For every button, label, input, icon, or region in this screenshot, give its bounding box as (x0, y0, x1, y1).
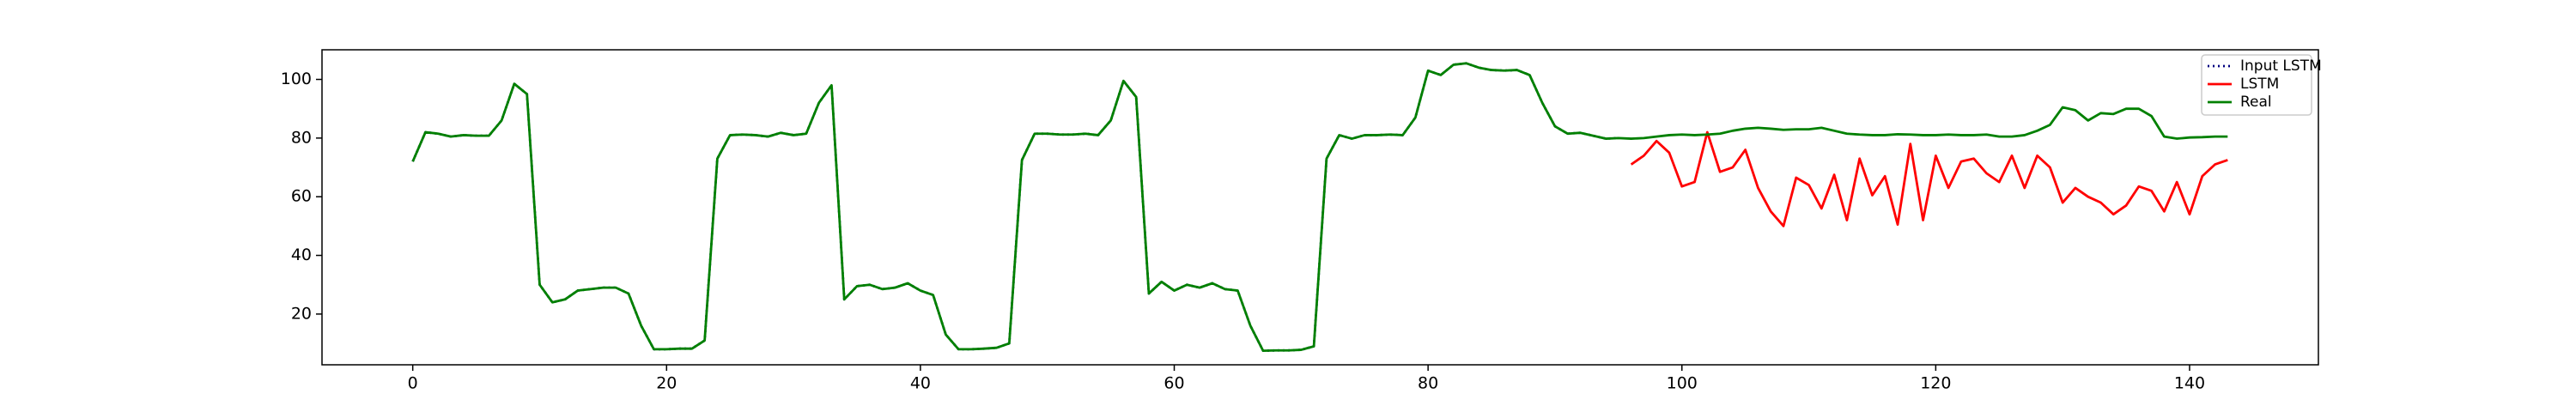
x-tick-label: 20 (656, 374, 677, 393)
y-tick-label: 60 (291, 187, 312, 206)
series-line (1630, 130, 2228, 227)
legend-box (2201, 54, 2312, 116)
x-tick-label: 140 (2174, 374, 2205, 393)
y-tick-label: 40 (291, 245, 312, 264)
axes-frame (321, 49, 2319, 366)
x-tick-label: 100 (1667, 374, 1698, 393)
x-tick-label: 80 (1418, 374, 1438, 393)
legend-label: LSTM (2240, 76, 2279, 93)
x-tick-label: 0 (408, 374, 418, 393)
y-tick-label: 80 (291, 128, 312, 147)
series-line (411, 62, 2228, 352)
y-tick-label: 20 (291, 304, 312, 323)
x-tick-label: 60 (1163, 374, 1184, 393)
legend-label: Real (2240, 94, 2272, 111)
x-tick-label: 40 (910, 374, 931, 393)
plot-area (322, 50, 2318, 365)
y-tick-label: 100 (281, 70, 312, 88)
x-tick-label: 120 (1920, 374, 1951, 393)
legend-label: Input LSTM (2240, 58, 2322, 75)
